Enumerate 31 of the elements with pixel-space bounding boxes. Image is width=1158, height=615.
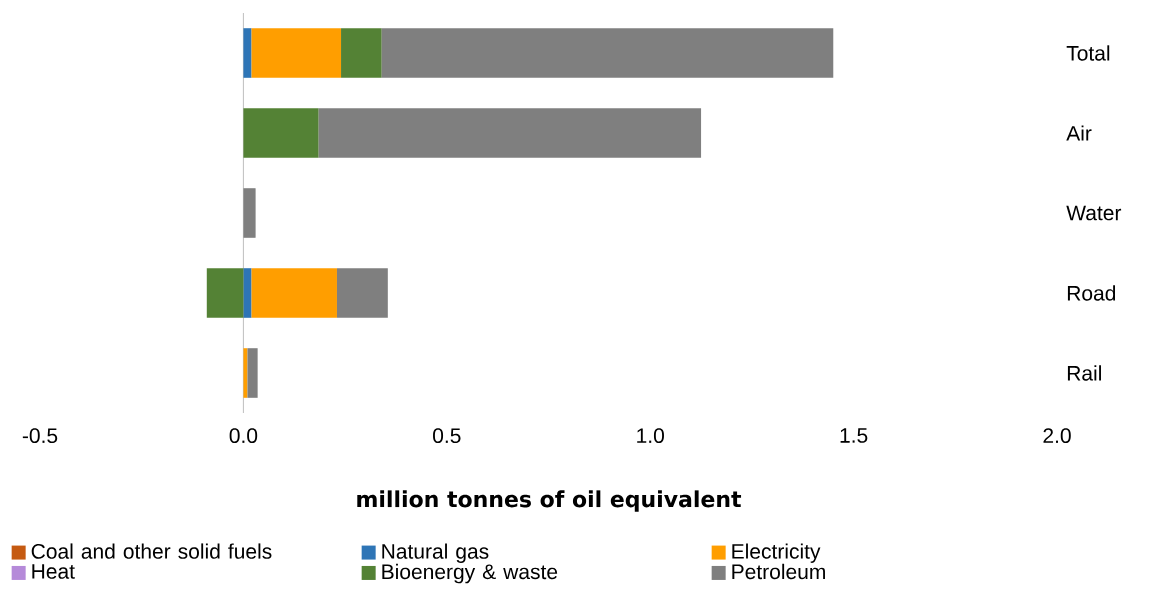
legend-label: Electricity	[732, 543, 821, 563]
x-tick-label: 0.5	[433, 428, 461, 444]
bar	[247, 348, 258, 398]
bar	[251, 268, 337, 318]
bar	[243, 108, 319, 158]
y-tick-label: Road	[1067, 285, 1116, 301]
legend-label: Petroleum	[732, 563, 825, 580]
legend-label: Natural gas	[382, 543, 489, 563]
legend-label: Heat	[32, 564, 75, 579]
bar	[336, 268, 388, 318]
bar	[243, 28, 252, 78]
bar	[318, 108, 702, 158]
y-tick-label: Water	[1066, 205, 1122, 221]
x-tick-label: 2.0	[1043, 428, 1071, 444]
bar	[341, 28, 382, 78]
bar	[206, 268, 244, 318]
x-tick-label: 1.0	[637, 428, 664, 444]
bar	[243, 348, 248, 398]
x-axis-title: million tonnes of oil equivalent	[357, 490, 742, 512]
x-tick-label: 1.5	[840, 428, 868, 443]
y-tick-label: Air	[1066, 125, 1092, 141]
bar	[381, 28, 834, 78]
bar	[243, 268, 252, 318]
legend-label: Bioenergy & waste	[382, 563, 558, 584]
bar	[251, 28, 342, 78]
x-tick-label: 0.0	[229, 428, 258, 444]
legend-label: Coal and other solid fuels	[31, 543, 272, 559]
y-tick-label: Total	[1066, 45, 1110, 61]
x-tick-label: -0.5	[22, 428, 58, 444]
y-tick-label: Rail	[1067, 365, 1101, 381]
bar	[243, 188, 256, 238]
